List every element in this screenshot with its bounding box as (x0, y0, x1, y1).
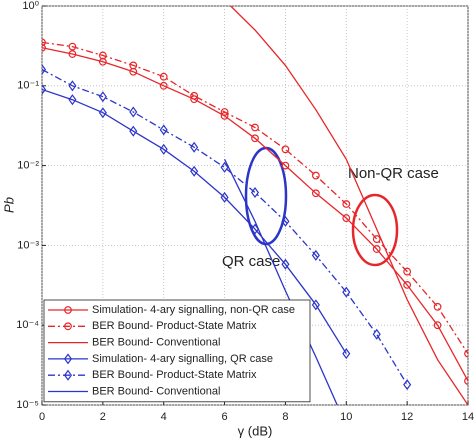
legend-label: BER Bound- Product-State Matrix (92, 369, 257, 381)
data-point (42, 43, 46, 52)
legend-box (43, 299, 311, 403)
highlight-ellipse (351, 193, 399, 267)
data-point (42, 63, 47, 76)
y-tick-label: 10⁻⁴ (16, 319, 39, 331)
series-line (230, 6, 468, 405)
plot-area (42, 6, 468, 405)
legend-label: Simulation- 4-ary signalling, QR case (92, 353, 273, 365)
data-point (68, 50, 77, 58)
data-point (98, 91, 107, 103)
x-tick-label: 2 (100, 411, 106, 423)
data-point (42, 38, 46, 47)
annotation: QR case (222, 253, 280, 270)
legend-label: BER Bound- Product-State Matrix (92, 320, 257, 332)
data-point (98, 107, 107, 119)
data-point (403, 379, 412, 391)
data-point (68, 42, 77, 51)
data-point (342, 348, 351, 360)
data-point (250, 186, 260, 199)
data-point (372, 245, 381, 253)
data-point (433, 321, 442, 330)
y-tick-label: 10⁻² (17, 160, 39, 172)
legend-label: Simulation- 4-ary signalling, non-QR cas… (92, 304, 295, 316)
data-point (220, 191, 229, 203)
legend-marker (63, 353, 73, 365)
x-tick-label: 14 (462, 411, 474, 423)
series-line (42, 41, 468, 355)
x-tick-label: 8 (282, 411, 288, 423)
y-tick-label: 10⁻³ (17, 239, 39, 251)
data-point (190, 95, 199, 104)
data-point (281, 215, 290, 227)
data-point (190, 141, 199, 153)
data-point (68, 94, 77, 106)
data-point (220, 108, 229, 116)
data-point (372, 328, 381, 340)
y-tick-label: 10⁰ (22, 0, 39, 12)
data-point (42, 83, 47, 95)
legend-marker (64, 322, 72, 331)
data-point (311, 189, 320, 198)
data-point (464, 377, 468, 385)
data-point (281, 145, 290, 154)
data-point (311, 171, 320, 180)
x-axis-label: γ (dB) (238, 423, 273, 438)
data-point (129, 106, 138, 118)
data-point (159, 124, 168, 136)
data-point (281, 258, 290, 270)
legend-label: BER Bound- Conventional (92, 385, 220, 397)
x-tick-label: 0 (39, 411, 45, 423)
data-point (251, 123, 259, 132)
data-point (98, 51, 107, 60)
data-point (159, 143, 168, 155)
legend-label: BER Bound- Conventional (92, 337, 220, 349)
x-tick-label: 6 (222, 411, 228, 423)
data-point (311, 249, 320, 261)
data-point (342, 200, 351, 208)
data-point (159, 72, 168, 81)
data-point (372, 235, 381, 243)
data-point (433, 302, 442, 311)
data-point (342, 286, 351, 298)
data-point (403, 267, 412, 276)
series-line (42, 88, 347, 355)
y-tick-label: 10⁻⁵ (16, 399, 39, 411)
data-point (311, 299, 320, 311)
data-point (251, 134, 259, 143)
y-tick-label: 10⁻¹ (17, 80, 39, 92)
x-tick-label: 10 (340, 411, 352, 423)
data-point (190, 165, 199, 177)
data-point (464, 349, 468, 358)
legend-marker (63, 369, 73, 381)
series-line (224, 159, 338, 405)
legend-marker (64, 306, 72, 314)
series-line (42, 68, 408, 385)
series-line (42, 47, 468, 382)
x-tick-label: 12 (401, 411, 413, 423)
data-point (281, 161, 290, 170)
data-point (220, 161, 229, 173)
data-point (68, 80, 77, 92)
data-point (190, 91, 199, 100)
annotation: Non-QR case (348, 165, 439, 182)
data-point (129, 125, 138, 137)
data-point (129, 61, 138, 70)
data-point (159, 81, 168, 90)
y-axis-label: Pb (1, 197, 16, 213)
data-point (342, 214, 351, 222)
data-point (403, 280, 412, 289)
x-tick-label: 4 (161, 411, 167, 423)
